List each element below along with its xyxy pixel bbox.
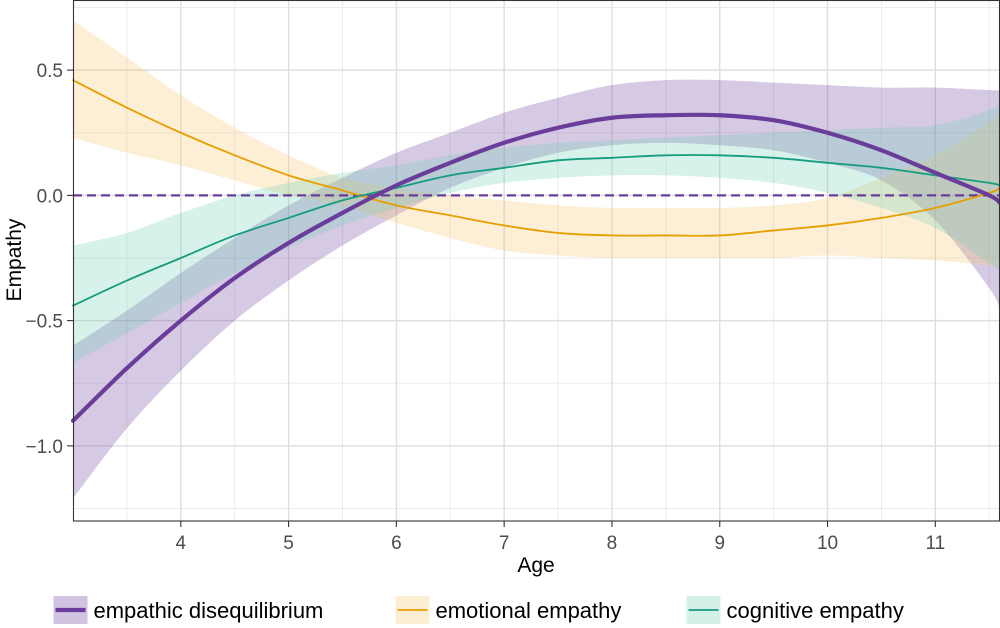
- line-empathic-disequilibrium: [70, 112, 1000, 423]
- legend: empathic disequilibrium emotional empathy…: [53, 596, 904, 624]
- x-tick-label: 6: [391, 533, 402, 554]
- x-tick-label: 4: [176, 533, 187, 554]
- y-axis-title: Empathy: [3, 218, 26, 301]
- plot-panel: [70, 0, 1000, 522]
- x-axis-title: Age: [517, 554, 554, 577]
- series-lines: [70, 79, 1000, 423]
- x-tick-label: 11: [925, 533, 945, 554]
- x-tick-label: 9: [714, 533, 725, 554]
- legend-item-emotional-empathy: emotional empathy: [395, 596, 622, 624]
- y-tick-label: −0.5: [25, 312, 63, 333]
- y-tick-label: 0.5: [37, 61, 63, 82]
- legend-label: emotional empathy: [436, 598, 622, 623]
- x-tick-label: 7: [499, 533, 510, 554]
- confidence-ribbons: [73, 20, 1000, 499]
- x-tick-label: 5: [283, 533, 294, 554]
- legend-label: empathic disequilibrium: [94, 598, 324, 623]
- line-cognitive-empathy: [72, 154, 1000, 307]
- ribbon-cognitive-empathy: [73, 102, 1000, 364]
- x-axis: 4 5 6 7 8 9 10 11: [176, 521, 945, 554]
- legend-item-cognitive-empathy: cognitive empathy: [686, 596, 904, 624]
- y-axis: 0.5 0.0 −0.5 −1.0: [25, 61, 73, 458]
- x-tick-label: 8: [607, 533, 618, 554]
- line-emotional-empathy: [72, 79, 1000, 237]
- ribbon-empathic-disequilibrium: [73, 79, 1000, 499]
- ribbon-emotional-empathy: [73, 20, 1000, 269]
- plot-panel-background: [73, 0, 1000, 521]
- legend-item-empathic-disequilibrium: empathic disequilibrium: [53, 596, 324, 624]
- legend-label: cognitive empathy: [727, 598, 904, 623]
- y-tick-label: 0.0: [37, 186, 63, 207]
- y-tick-label: −1.0: [25, 437, 63, 458]
- x-tick-label: 10: [817, 533, 838, 554]
